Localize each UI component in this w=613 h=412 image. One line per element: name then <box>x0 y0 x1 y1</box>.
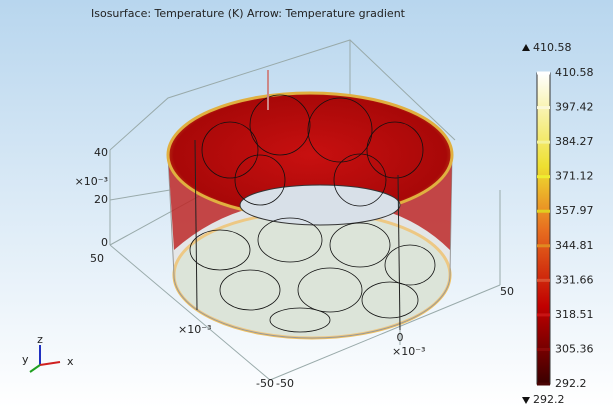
x-scale: ×10⁻³ <box>392 345 425 358</box>
max-label: 410.58 <box>533 41 572 54</box>
colorbar-label: 331.66 <box>555 273 594 286</box>
x-tick-label: -50 <box>276 377 294 390</box>
colorbar-label: 371.12 <box>555 170 594 183</box>
y-tick-label: 50 <box>90 252 104 265</box>
x-tick-label: 0 <box>397 331 404 344</box>
y-tick-label: -50 <box>256 377 274 390</box>
colorbar-label: 292.2 <box>555 377 587 390</box>
colorbar-label: 397.42 <box>555 101 594 114</box>
colorbar-label: 305.36 <box>555 342 594 355</box>
z-tick-label: 0 <box>101 236 108 249</box>
z-tick-label: 40 <box>94 146 108 159</box>
colorbar-label: 318.51 <box>555 308 594 321</box>
x-tick-label: 50 <box>500 285 514 298</box>
colorbar-label: 357.97 <box>555 204 594 217</box>
triad-y: y <box>22 353 29 366</box>
y-scale: ×10⁻³ <box>178 323 211 336</box>
min-label: 292.2 <box>533 393 565 406</box>
triad-z: z <box>37 333 43 346</box>
z-scale: ×10⁻³ <box>75 175 108 188</box>
cylinder <box>168 70 452 338</box>
colorbar-label: 384.27 <box>555 135 594 148</box>
colorbar-label: 344.81 <box>555 239 594 252</box>
z-tick-label: 20 <box>94 193 108 206</box>
plot-title: Isosurface: Temperature (K) Arrow: Tempe… <box>91 7 406 20</box>
viewport: Isosurface: Temperature (K) Arrow: Tempe… <box>0 0 613 408</box>
triad-x: x <box>67 355 74 368</box>
colorbar-label: 410.58 <box>555 66 594 79</box>
